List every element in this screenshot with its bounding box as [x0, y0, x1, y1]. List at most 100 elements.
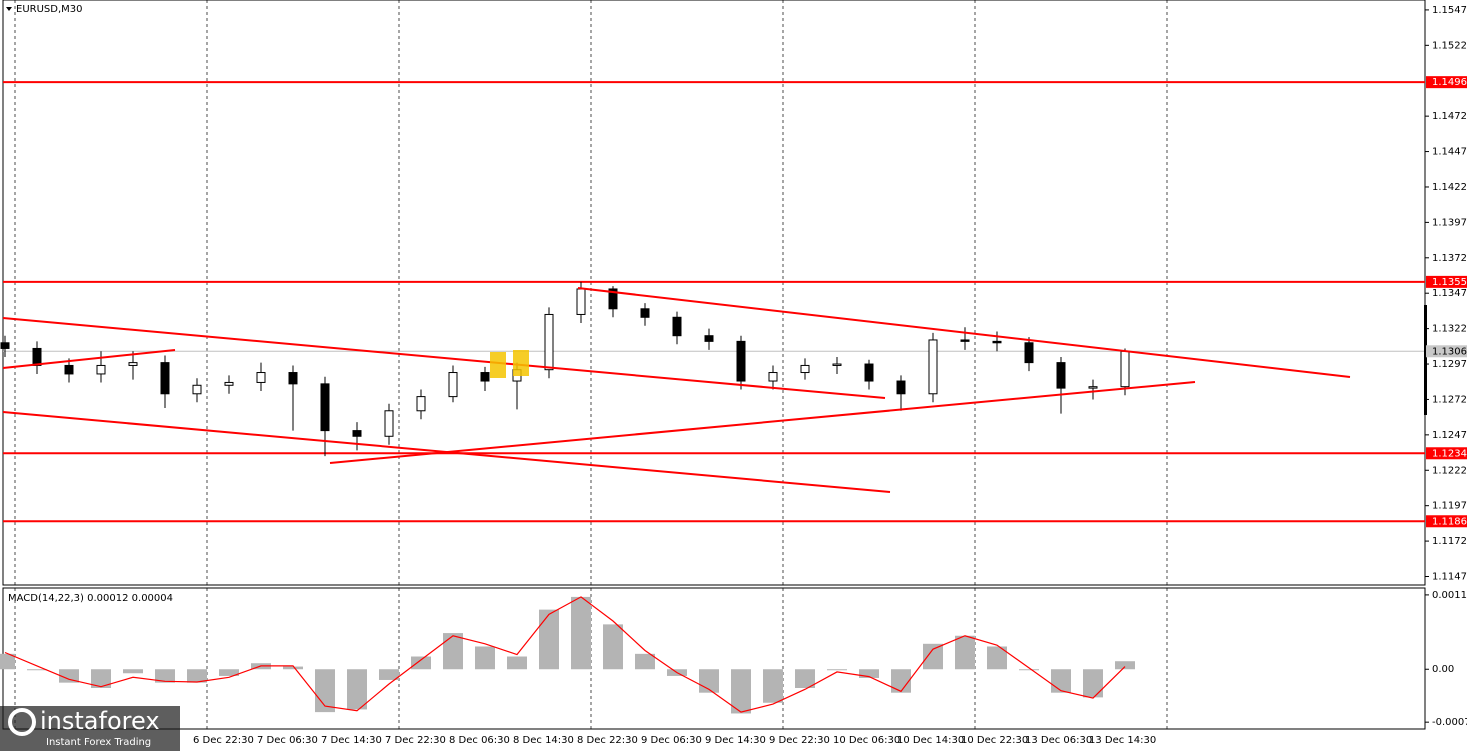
- y-tick-label: 1.1322: [1432, 324, 1467, 335]
- candle-body: [1056, 362, 1066, 389]
- watermark: instaforex Instant Forex Trading: [0, 706, 180, 751]
- macd-title: MACD(14,22,3) 0.00012 0.00004: [8, 593, 173, 604]
- scroll-marker: [1424, 305, 1427, 415]
- y-tick-label: 1.1472: [1432, 111, 1467, 122]
- candle-body: [544, 313, 554, 371]
- candle-body: [352, 430, 362, 437]
- trend-lines: [2, 287, 1351, 493]
- macd-bar: [507, 656, 527, 670]
- x-tick-label: 13 Dec 14:30: [1089, 735, 1156, 746]
- macd-bar: [955, 635, 975, 670]
- macd-bar: [315, 669, 335, 713]
- y-tick-label: 1.1147: [1432, 572, 1467, 583]
- candle-body: [416, 396, 426, 412]
- candle-body: [1120, 350, 1130, 388]
- macd-bar: [763, 669, 783, 703]
- candle-body: [384, 410, 394, 437]
- candle-body: [832, 363, 842, 366]
- macd-bar: [795, 669, 815, 689]
- candle-body: [1024, 342, 1034, 364]
- signal-box: [513, 350, 529, 376]
- candle-body: [1088, 386, 1098, 389]
- x-tick-label: 10 Dec 22:30: [961, 735, 1028, 746]
- y-tick-label: -0.00079: [1432, 717, 1467, 728]
- y-tick-label: 0.00: [1432, 664, 1454, 675]
- y-tick-label: 1.1347: [1432, 288, 1467, 299]
- trend-line: [329, 381, 1196, 464]
- macd-bar: [123, 669, 143, 674]
- macd-bar: [475, 646, 495, 670]
- macd-bar: [155, 669, 175, 683]
- macd-frame: [2, 587, 1426, 730]
- x-tick-label: 10 Dec 06:30: [833, 735, 900, 746]
- level-label-bg: [1426, 275, 1467, 288]
- macd-bar: [923, 643, 943, 670]
- candle-body: [992, 340, 1002, 344]
- macd-bar: [91, 669, 111, 689]
- candle-body: [64, 364, 74, 375]
- candle-body: [928, 339, 938, 395]
- macd-bar: [1115, 661, 1135, 670]
- candle-body: [224, 381, 234, 386]
- macd-bar: [827, 669, 847, 671]
- y-tick-label: 0.00111: [1432, 590, 1467, 601]
- y-tick-label: 1.1447: [1432, 147, 1467, 158]
- candle-body: [96, 364, 106, 375]
- y-tick-label: 1.1547: [1432, 5, 1467, 16]
- candle-body: [192, 384, 202, 395]
- x-tick-label: 9 Dec 14:30: [705, 735, 766, 746]
- candle-body: [864, 363, 874, 382]
- menu-arrow: [6, 7, 12, 11]
- level-label-bg: [1426, 447, 1467, 460]
- last-price-label: 1.1306: [1432, 346, 1467, 357]
- x-tick-label: 10 Dec 14:30: [897, 735, 964, 746]
- candle-body: [768, 372, 778, 382]
- candle-body: [704, 335, 714, 342]
- macd-bar: [283, 666, 303, 670]
- x-tick-label: 7 Dec 22:30: [385, 735, 446, 746]
- candle-body: [288, 372, 298, 385]
- macd-bar: [1083, 669, 1103, 698]
- macd-bar: [603, 624, 623, 670]
- level-label-bg: [1426, 76, 1467, 89]
- y-tick-label: 1.1197: [1432, 501, 1467, 512]
- candle-body: [128, 362, 138, 366]
- candle-body: [160, 362, 170, 395]
- candle-body: [256, 372, 266, 383]
- macd-bar: [1019, 669, 1039, 671]
- level-label: 1.1186: [1432, 516, 1467, 527]
- x-tick-label: 8 Dec 22:30: [577, 735, 638, 746]
- candle-body: [800, 364, 810, 374]
- candle-body: [0, 342, 10, 349]
- candle-body: [608, 288, 618, 310]
- x-tick-label: 7 Dec 06:30: [257, 735, 318, 746]
- watermark-logo: [8, 708, 36, 736]
- candle-body: [320, 383, 330, 432]
- macd-bar: [731, 669, 751, 714]
- watermark-brand: instaforex: [40, 707, 160, 735]
- level-label-bg: [1426, 515, 1467, 528]
- macd-bar: [219, 669, 239, 676]
- last-price-bg: [1426, 345, 1467, 358]
- level-label: 1.1355: [1432, 277, 1467, 288]
- x-tick-label: 9 Dec 06:30: [641, 735, 702, 746]
- candle-body: [736, 340, 746, 382]
- candle-body: [672, 316, 682, 337]
- signal-line: [4, 596, 1126, 713]
- macd-bar: [1051, 669, 1071, 693]
- level-label: 1.1496: [1432, 77, 1467, 88]
- macd-bar: [0, 653, 15, 670]
- trend-line: [577, 287, 1351, 378]
- candle-body: [448, 372, 458, 398]
- price-frame: [2, 0, 1426, 586]
- macd-bar: [635, 653, 655, 670]
- macd-bar: [27, 669, 47, 671]
- candle-body: [480, 372, 490, 382]
- y-tick-label: 1.1247: [1432, 430, 1467, 441]
- watermark-tagline: Instant Forex Trading: [46, 737, 151, 748]
- candle-body: [896, 380, 906, 395]
- marks: [0, 81, 1425, 714]
- level-label: 1.1234: [1432, 448, 1467, 459]
- macd-bar: [987, 646, 1007, 670]
- x-tick-label: 8 Dec 14:30: [513, 735, 574, 746]
